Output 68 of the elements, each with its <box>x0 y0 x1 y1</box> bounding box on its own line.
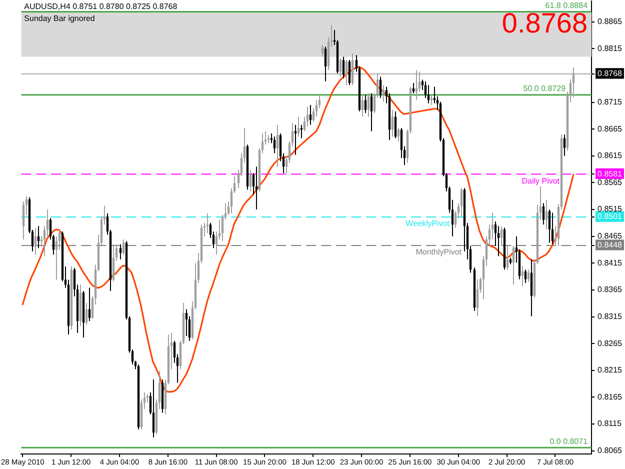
candlestick <box>397 128 400 142</box>
ref-line-label: 61.8 0.8884 <box>545 0 588 10</box>
candlestick <box>351 53 354 86</box>
candlestick <box>367 92 370 118</box>
y-tick-label: 0.8315 <box>598 312 623 321</box>
candlestick <box>324 46 327 82</box>
y-tick-label: 0.8715 <box>598 98 623 107</box>
candlestick <box>276 124 279 168</box>
y-tick-label: 0.8768 <box>598 69 623 78</box>
candlestick <box>506 245 509 270</box>
y-tick-label: 0.8465 <box>598 232 623 241</box>
candlestick <box>309 104 312 126</box>
candlestick <box>497 226 500 257</box>
chart-title: AUDUSD,H4 0.8751 0.8780 0.8725 0.8768 <box>24 2 178 12</box>
candlestick <box>321 44 324 58</box>
candlestick <box>297 116 300 138</box>
candlestick <box>348 59 351 86</box>
y-tick-label: 0.8215 <box>598 366 623 375</box>
candlestick <box>382 84 385 102</box>
y-tick-label: 0.8515 <box>598 204 623 214</box>
annotation: 0.8768 <box>502 8 588 39</box>
candlestick <box>394 110 397 139</box>
candlestick <box>524 269 527 284</box>
candlestick <box>364 94 367 114</box>
y-tick-label: 0.8615 <box>598 151 623 160</box>
ref-line-label: MonthlyPivot <box>416 248 462 257</box>
candlestick <box>249 169 252 192</box>
candlestick <box>460 188 463 218</box>
y-tick-label: 0.8865 <box>598 17 623 26</box>
y-tick-label: 0.8165 <box>598 392 623 402</box>
candlestick <box>273 136 276 154</box>
candlestick <box>34 228 37 256</box>
candlestick <box>88 287 91 322</box>
y-tick-label: 0.8265 <box>598 338 623 348</box>
candlestick <box>512 245 515 286</box>
candlestick <box>563 134 566 156</box>
ref-line-label: WeeklyPivot <box>406 219 450 228</box>
candlestick <box>500 226 503 246</box>
candlestick <box>530 258 533 317</box>
candlestick <box>548 209 551 244</box>
candlestick <box>370 92 373 132</box>
candlestick <box>152 378 155 438</box>
y-tick-label: 0.8415 <box>598 258 623 268</box>
candlestick <box>521 265 524 287</box>
candlestick <box>119 244 122 260</box>
ref-line-label: 0.0 0.8071 <box>550 436 588 446</box>
candlestick <box>361 94 364 118</box>
candlestick <box>345 59 348 86</box>
candlestick <box>342 56 345 79</box>
y-tick-label: 0.8065 <box>598 446 623 455</box>
candlestick <box>122 239 125 256</box>
candlestick <box>339 58 342 78</box>
y-tick-label: 0.8501 <box>598 212 623 222</box>
y-tick-label: 0.8448 <box>598 240 623 250</box>
ref-line-label: 50.0 0.8729 <box>523 84 566 94</box>
candlestick <box>545 199 548 230</box>
y-tick-label: 0.8581 <box>598 169 623 178</box>
candlestick <box>476 278 479 317</box>
y-tick-label: 0.8815 <box>598 44 623 53</box>
candlestick <box>185 308 188 337</box>
y-tick-label: 0.8565 <box>598 178 623 187</box>
candlestick <box>112 244 115 282</box>
y-tick-label: 0.8115 <box>598 419 622 428</box>
text: Sunday Bar ignored <box>24 14 95 24</box>
y-tick-label: 0.8665 <box>598 124 623 134</box>
ref-line-label: Daily Pivot <box>522 176 560 186</box>
candlestick <box>379 76 382 99</box>
y-tick-label: 0.8365 <box>598 285 623 294</box>
